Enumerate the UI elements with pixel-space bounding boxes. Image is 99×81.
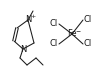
Text: +: +	[30, 14, 35, 19]
Text: Cl: Cl	[84, 15, 92, 24]
Text: N: N	[20, 44, 26, 53]
Text: Cl: Cl	[84, 40, 92, 49]
Text: N: N	[25, 15, 31, 24]
Text: Cl: Cl	[50, 40, 58, 49]
Text: Cl: Cl	[50, 20, 58, 29]
Text: −: −	[75, 28, 80, 33]
Text: Fe: Fe	[67, 29, 77, 38]
